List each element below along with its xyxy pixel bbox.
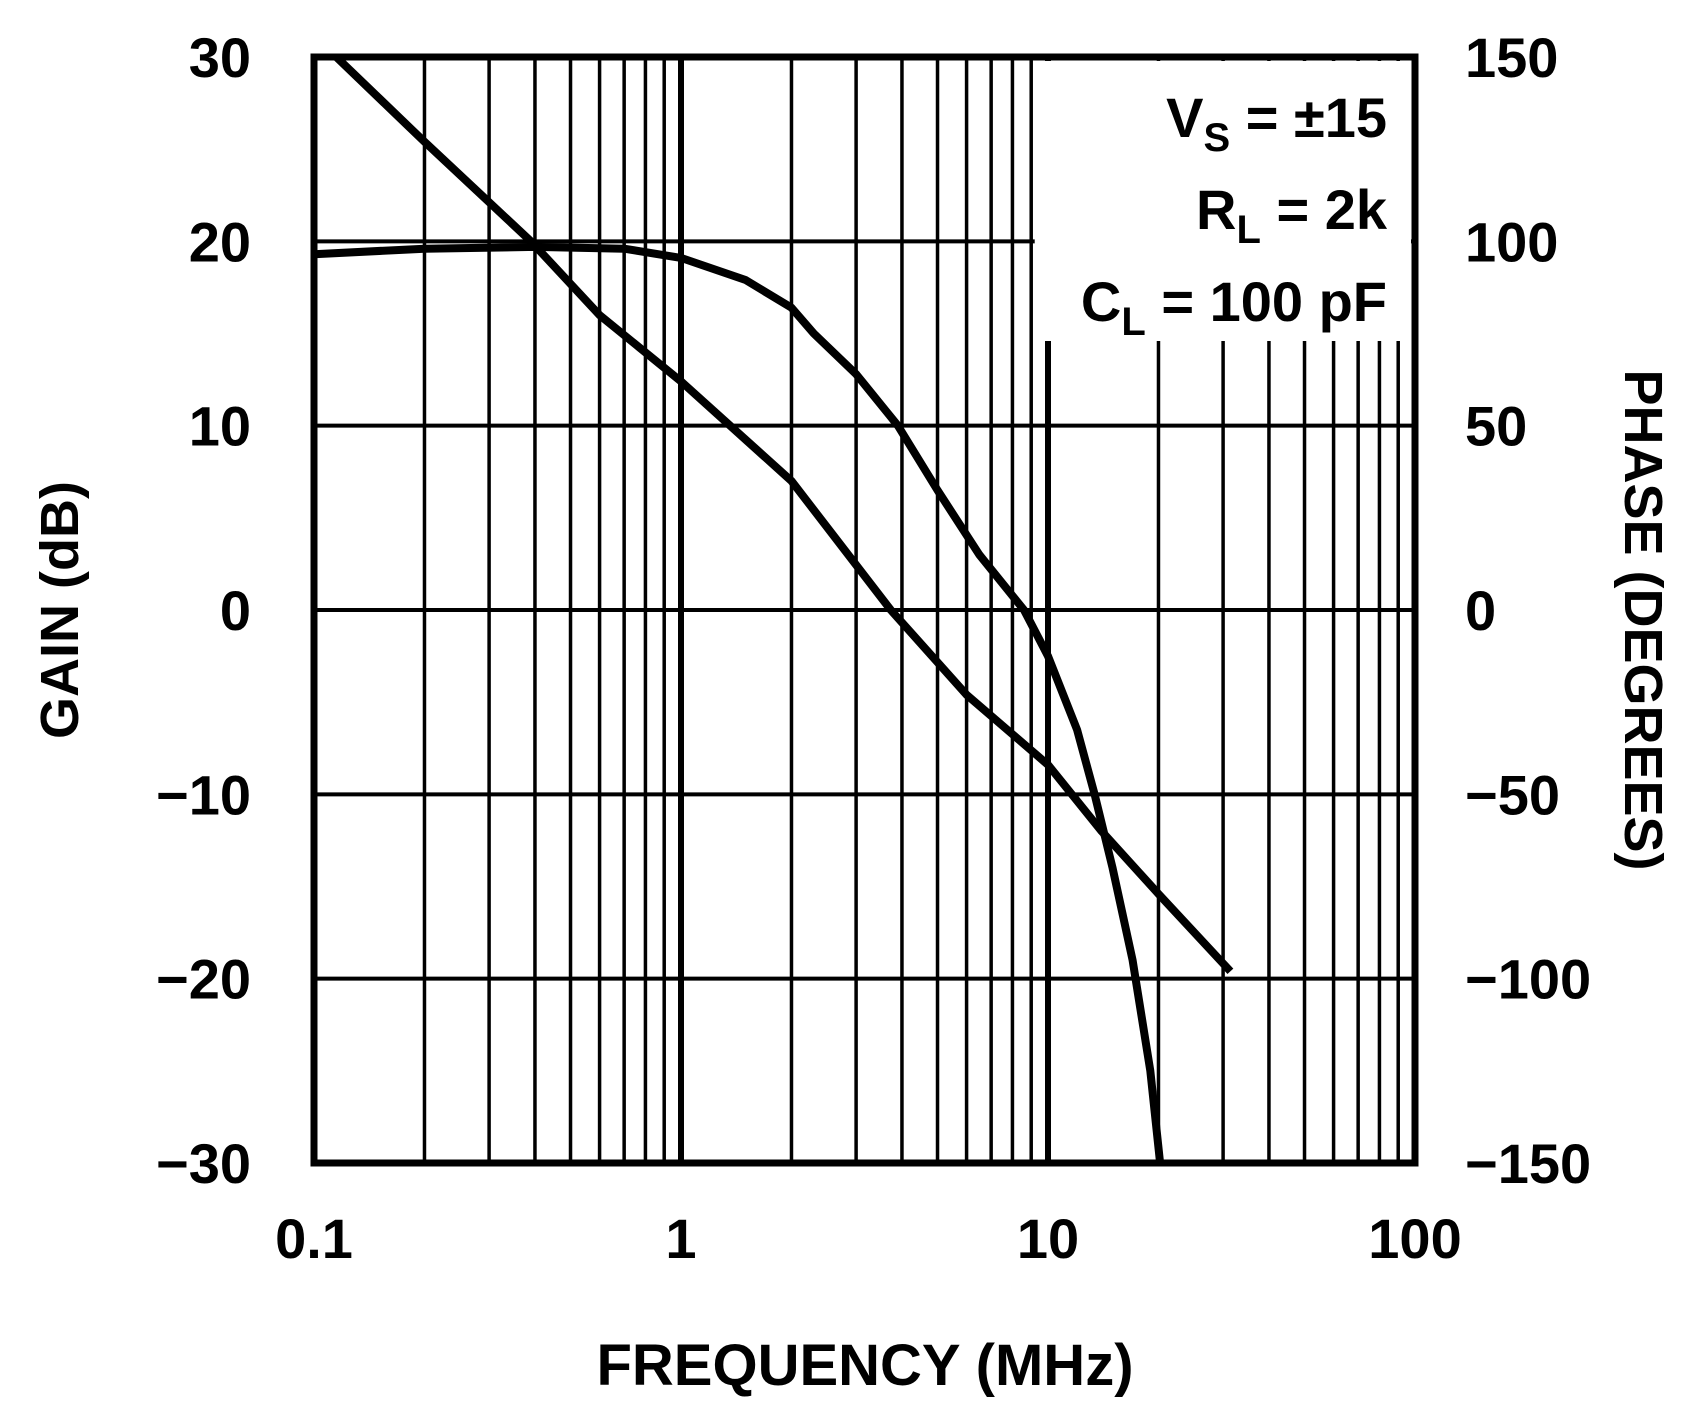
y-tick-label: 10 bbox=[189, 395, 251, 458]
y2-axis-label: PHASE (DEGREES) bbox=[1613, 369, 1673, 870]
y-tick-label: −10 bbox=[156, 763, 251, 826]
y-tick-label: −20 bbox=[156, 948, 251, 1011]
annotation-line: VS = ±15 bbox=[1166, 86, 1387, 160]
y-tick-label: 0 bbox=[220, 579, 251, 642]
y2-tick-label: 150 bbox=[1465, 26, 1558, 89]
curves bbox=[313, 54, 1234, 1164]
gain-curve bbox=[313, 242, 1165, 1164]
y2-tick-label: 50 bbox=[1465, 395, 1527, 458]
y-tick-label: −30 bbox=[156, 1132, 251, 1195]
x-tick-label: 0.1 bbox=[275, 1207, 353, 1270]
grid bbox=[311, 55, 1415, 1165]
x-tick-label: 10 bbox=[1017, 1207, 1079, 1270]
phase-curve bbox=[333, 54, 1234, 975]
annotation-line: RL = 2k bbox=[1196, 178, 1388, 252]
annotation-background bbox=[1034, 61, 1411, 341]
x-tick-label: 100 bbox=[1368, 1207, 1461, 1270]
annotation-line: CL = 100 pF bbox=[1081, 270, 1387, 344]
y-axis-label: GAIN (dB) bbox=[30, 481, 90, 739]
y2-tick-label: −150 bbox=[1465, 1132, 1591, 1195]
plot-frame bbox=[310, 53, 1419, 1167]
y2-tick-label: 0 bbox=[1465, 579, 1496, 642]
x-tick-label: 1 bbox=[665, 1207, 696, 1270]
annotation: VS = ±15 RL = 2k CL = 100 pF bbox=[1081, 86, 1388, 344]
y-tick-label: 20 bbox=[189, 210, 251, 273]
y2-tick-label: −50 bbox=[1465, 763, 1560, 826]
y2-tick-label: −100 bbox=[1465, 948, 1591, 1011]
tick-labels: 0.1 1 10 1003020100−10−20−30150100500−50−10… bbox=[156, 26, 1591, 1270]
y-tick-label: 30 bbox=[189, 26, 251, 89]
y2-tick-label: 100 bbox=[1465, 210, 1558, 273]
x-axis-label: FREQUENCY (MHz) bbox=[596, 1333, 1133, 1398]
